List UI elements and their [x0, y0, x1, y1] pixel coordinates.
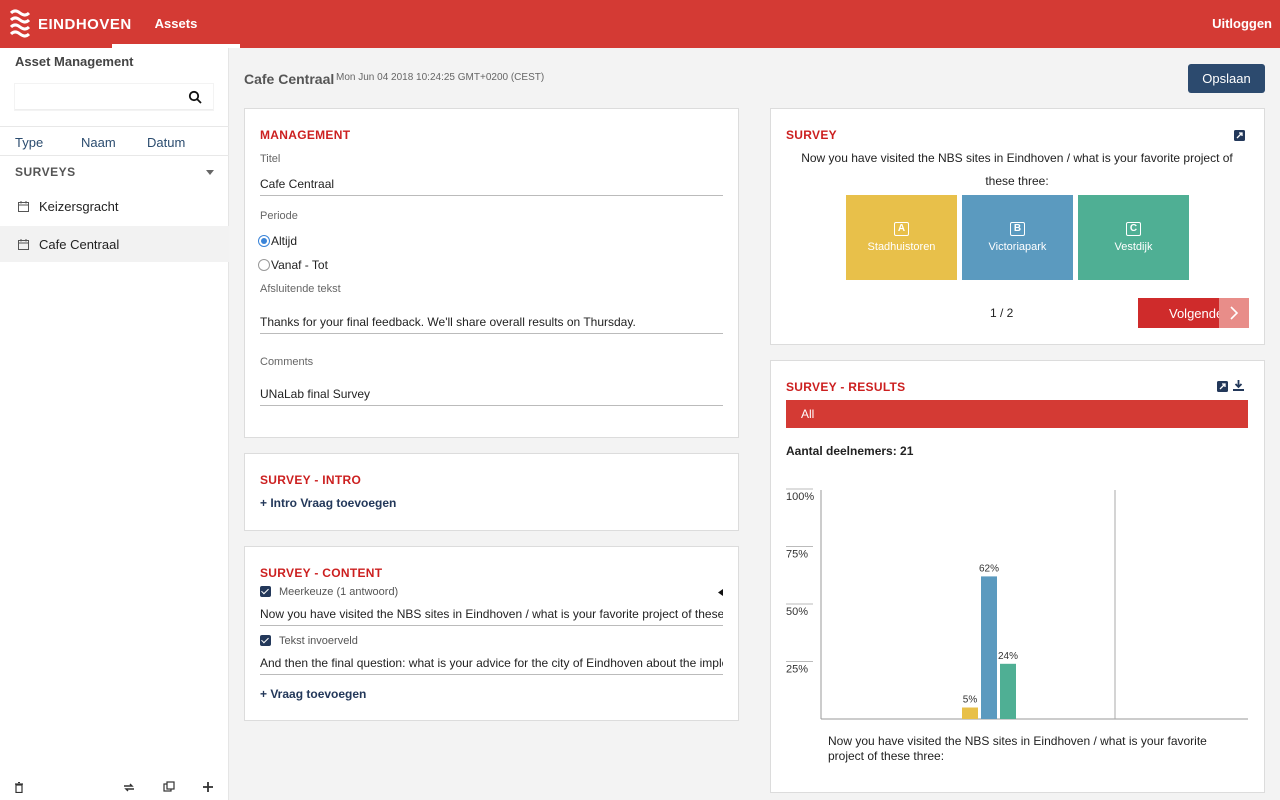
- download-icon[interactable]: [1233, 380, 1244, 391]
- copy-button[interactable]: [156, 774, 182, 800]
- option-letter: A: [894, 222, 909, 236]
- collapse-arrow-icon[interactable]: [718, 589, 723, 596]
- intro-card: [244, 453, 739, 531]
- option-label: Vestdijk: [1114, 241, 1153, 253]
- add-question-link[interactable]: + Vraag toevoegen: [260, 687, 367, 701]
- column-naam[interactable]: Naam: [81, 135, 116, 150]
- calendar-icon: [18, 200, 29, 212]
- chevron-right-icon: [1230, 306, 1239, 320]
- caret-down-icon[interactable]: [206, 170, 214, 175]
- wave-logo-icon: [10, 9, 30, 38]
- bar-vestdijk[interactable]: [1000, 663, 1016, 719]
- copy-icon: [163, 781, 175, 792]
- results-bar-chart: 25% 50% 75% 100% 5% 62% 24%: [786, 488, 1248, 720]
- participant-count: Aantal deelnemers: 21: [786, 444, 914, 458]
- bar-stadhuistoren[interactable]: [962, 707, 978, 720]
- sync-button[interactable]: [116, 774, 142, 800]
- bar-victoriapark[interactable]: [981, 576, 997, 719]
- open-external-icon[interactable]: [1234, 130, 1245, 141]
- option-b[interactable]: B Victoriapark: [962, 195, 1073, 280]
- option-letter: C: [1126, 222, 1141, 236]
- column-datum[interactable]: Datum: [147, 135, 186, 150]
- option-a[interactable]: A Stadhuistoren: [846, 195, 957, 280]
- option-label: Victoriapark: [988, 241, 1047, 253]
- radio-button[interactable]: [258, 259, 270, 271]
- comments-field[interactable]: UNaLab final Survey: [260, 387, 723, 406]
- results-title: SURVEY - RESULTS: [786, 380, 906, 394]
- page-date: Mon Jun 04 2018 10:24:25 GMT+0200 (CEST): [336, 72, 545, 83]
- bar-value-label: 5%: [963, 695, 978, 706]
- question-1-type: Meerkeuze (1 antwoord): [279, 586, 399, 598]
- bar-value-label: 62%: [979, 563, 999, 574]
- question-1-text[interactable]: Now you have visited the NBS sites in Ei…: [260, 607, 723, 626]
- survey-question: Now you have visited the NBS sites in Ei…: [801, 151, 1233, 188]
- sidebar: Asset Management Type Naam Datum SURVEYS…: [0, 48, 229, 800]
- save-button[interactable]: Opslaan: [1188, 64, 1265, 93]
- sidebar-item-keizersgracht[interactable]: Keizersgracht: [0, 188, 229, 224]
- question-2-checkbox[interactable]: [260, 635, 271, 646]
- comments-label: Comments: [260, 356, 314, 368]
- filter-all-bar[interactable]: All: [786, 400, 1248, 428]
- question-2-text[interactable]: And then the final question: what is you…: [260, 656, 723, 675]
- logout-link[interactable]: Uitloggen: [1212, 16, 1272, 31]
- tab-assets[interactable]: Assets: [154, 16, 198, 31]
- trash-icon: [15, 781, 23, 793]
- question-1-checkbox[interactable]: [260, 586, 271, 597]
- radio-vanaf-tot[interactable]: Vanaf - Tot: [258, 258, 328, 272]
- calendar-icon: [18, 238, 29, 250]
- radio-label: Vanaf - Tot: [271, 258, 328, 272]
- titel-field[interactable]: Cafe Centraal: [260, 177, 723, 196]
- management-card: [244, 108, 739, 438]
- sidebar-item-cafe-centraal[interactable]: Cafe Centraal: [0, 226, 229, 262]
- tab-active-indicator: [112, 44, 240, 48]
- content-card: [244, 546, 739, 721]
- option-letter: B: [1010, 222, 1025, 236]
- radio-button-checked[interactable]: [258, 235, 270, 247]
- content-title: SURVEY - CONTENT: [260, 566, 383, 580]
- intro-title: SURVEY - INTRO: [260, 473, 362, 487]
- add-intro-question-link[interactable]: + Intro Vraag toevoegen: [260, 496, 397, 510]
- top-bar: EINDHOVEN Assets Uitloggen: [0, 0, 1280, 48]
- logo-text: EINDHOVEN: [38, 15, 132, 33]
- y-tick-label: 75%: [786, 549, 808, 561]
- y-tick-label: 100%: [786, 491, 814, 503]
- radio-altijd[interactable]: Altijd: [258, 234, 297, 248]
- radio-label: Altijd: [271, 234, 298, 248]
- sidebar-item-label: Keizersgracht: [39, 198, 119, 214]
- sidebar-item-label: Cafe Centraal: [39, 236, 120, 252]
- add-button[interactable]: [195, 774, 221, 800]
- search-input[interactable]: [15, 84, 213, 110]
- chart-caption: Now you have visited the NBS sites in Ei…: [828, 734, 1207, 763]
- column-type[interactable]: Type: [15, 135, 44, 150]
- titel-label: Titel: [260, 153, 281, 165]
- y-tick-label: 50%: [786, 606, 808, 618]
- eindhoven-logo[interactable]: EINDHOVEN: [10, 8, 132, 40]
- page-title: Cafe Centraal: [244, 71, 335, 87]
- sidebar-title: Asset Management: [15, 54, 134, 69]
- option-c[interactable]: C Vestdijk: [1078, 195, 1189, 280]
- management-title: MANAGEMENT: [260, 128, 351, 142]
- next-arrow-button[interactable]: [1219, 298, 1249, 328]
- bar-value-label: 24%: [998, 651, 1018, 662]
- open-external-icon[interactable]: [1217, 381, 1228, 392]
- y-tick-label: 25%: [786, 664, 808, 676]
- search-icon[interactable]: [188, 90, 202, 104]
- column-headers: Type Naam Datum: [0, 126, 229, 156]
- periode-label: Periode: [260, 210, 298, 222]
- results-card: [770, 360, 1265, 793]
- survey-title: SURVEY: [786, 128, 837, 142]
- afsluitende-label: Afsluitende tekst: [260, 283, 341, 295]
- sync-icon: [124, 783, 134, 791]
- group-surveys-label[interactable]: SURVEYS: [15, 165, 76, 179]
- option-label: Stadhuistoren: [867, 241, 936, 253]
- delete-button[interactable]: [6, 774, 32, 800]
- plus-icon: [203, 782, 213, 792]
- pager: 1 / 2: [990, 306, 1014, 320]
- afsluitende-field[interactable]: Thanks for your final feedback. We'll sh…: [260, 315, 723, 334]
- question-2-type: Tekst invoerveld: [279, 635, 358, 647]
